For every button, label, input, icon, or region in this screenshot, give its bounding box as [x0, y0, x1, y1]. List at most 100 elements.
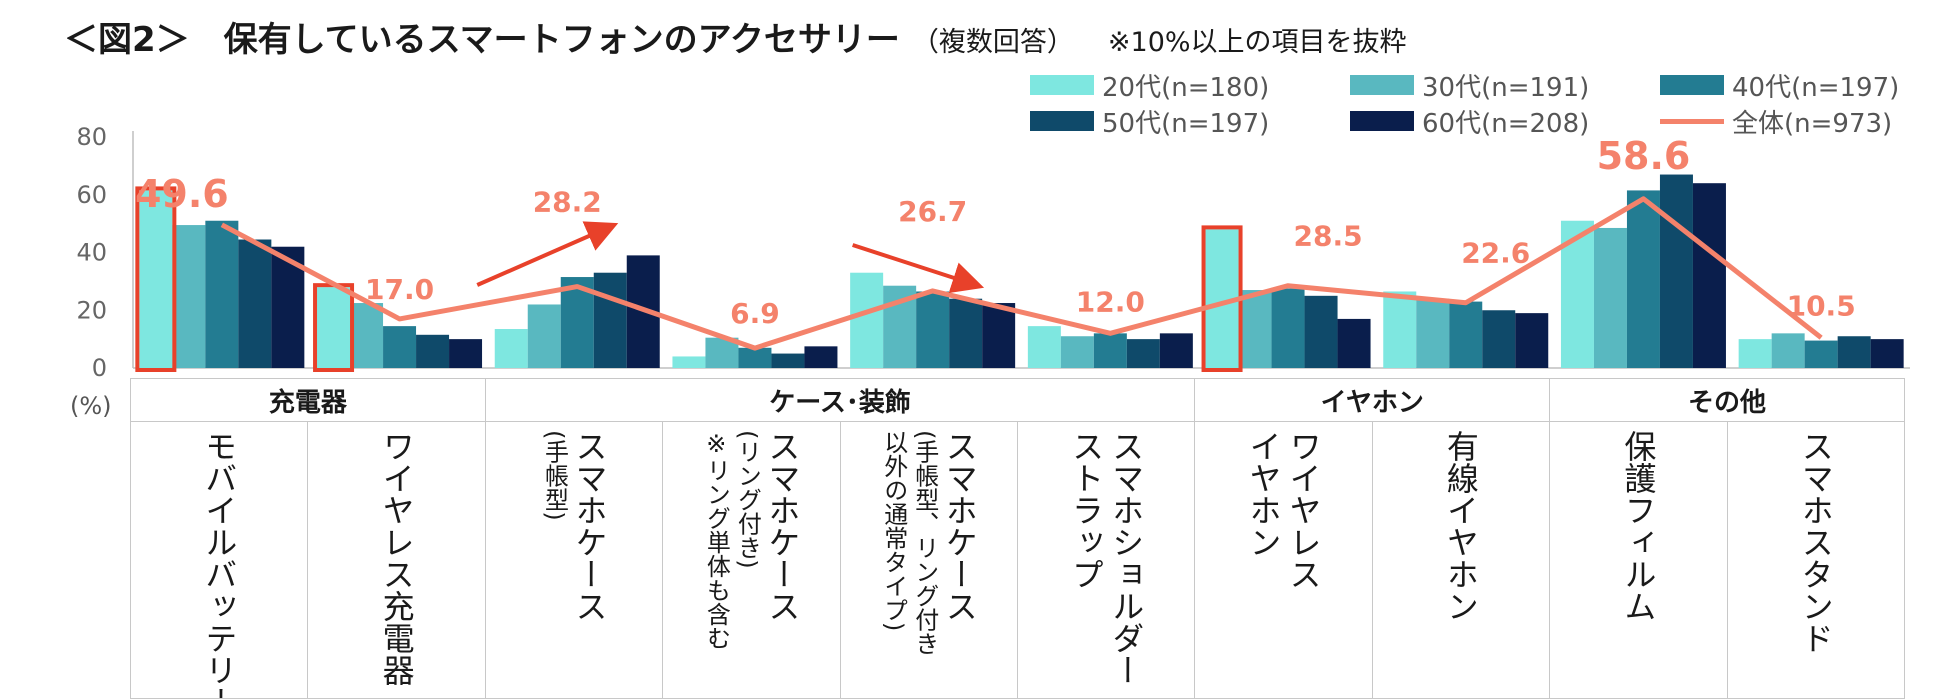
bar — [738, 347, 772, 368]
legend-label-60s: 60代(n=208) — [1422, 108, 1590, 139]
category-table: 充電器 ケース･装飾 イヤホン その他 モバイルバッテリー ワイヤレス充電器 ス… — [129, 378, 1906, 699]
bar — [1449, 301, 1483, 368]
category-sublabel: ※リング単体も含む — [702, 430, 731, 650]
category-sublabel: 以外の通常タイプ) — [879, 430, 908, 632]
y-tick-label: 60 — [76, 181, 107, 209]
bar — [1126, 339, 1160, 368]
y-tick-label: 40 — [76, 239, 107, 267]
legend-swatch-20s — [1030, 75, 1094, 95]
category-label-line2: ストラップ — [1067, 430, 1106, 590]
category-cell: スマホケース (リング付き) ※リング単体も含む — [662, 421, 841, 699]
category-sublabel: (手帳型) — [540, 430, 569, 521]
category-label: ワイヤレス充電器 — [377, 430, 416, 686]
legend-item-50s: 50代(n=197) — [1030, 104, 1270, 139]
group-header-charger: 充電器 — [130, 378, 486, 422]
category-cell: スマホショルダー・ ストラップ — [1016, 421, 1196, 699]
bar — [1304, 295, 1338, 368]
group-header-earphone: イヤホン — [1194, 378, 1551, 422]
highlight-box — [135, 186, 177, 372]
bar — [1837, 336, 1871, 368]
title-sub: （複数回答） — [911, 27, 1074, 58]
total-value-label: 26.7 — [898, 195, 967, 228]
bar — [449, 339, 483, 368]
bar — [172, 225, 206, 368]
bar — [494, 329, 528, 368]
legend-swatch-30s — [1350, 75, 1414, 95]
category-cell: ワイヤレス イヤホン — [1194, 421, 1373, 699]
bar — [1771, 333, 1805, 368]
bar — [1692, 183, 1726, 368]
category-label: スマホケース — [940, 430, 979, 622]
category-label: スマホケース — [570, 430, 609, 622]
total-value-label: 17.0 — [365, 273, 434, 306]
bar — [771, 353, 805, 368]
bar — [916, 291, 950, 368]
bar — [1238, 290, 1272, 368]
group-header-case: ケース･装飾 — [484, 378, 1196, 422]
y-tick-label: 20 — [76, 296, 107, 324]
group-header-other: その他 — [1549, 378, 1905, 422]
category-label: スマホショルダー・ — [1107, 430, 1146, 698]
bar — [1515, 313, 1549, 368]
category-label: ワイヤレス — [1284, 430, 1323, 590]
unit-label: (%) — [70, 392, 112, 420]
legend-swatch-60s — [1350, 111, 1414, 131]
bar — [205, 220, 239, 368]
bar — [804, 346, 838, 368]
chart-title: ＜図2＞ 保有しているスマートフォンのアクセサリー （複数回答） ※10%以上の項目… — [64, 12, 1407, 61]
bar — [527, 304, 561, 368]
category-label: モバイルバッテリー — [200, 430, 239, 698]
legend-label-total: 全体(n=973) — [1732, 108, 1893, 139]
title-note: ※10%以上の項目を抜粋 — [1107, 27, 1407, 58]
total-value-label: 22.6 — [1461, 237, 1530, 270]
category-label: スマホケース — [763, 430, 802, 622]
total-value-label: 58.6 — [1597, 134, 1691, 178]
bar — [949, 298, 983, 368]
total-value-label: 10.5 — [1787, 290, 1856, 323]
bar — [1060, 336, 1094, 368]
bar — [1027, 326, 1061, 368]
legend-item-20s: 20代(n=180) — [1030, 68, 1270, 103]
chart-plot: 0 20 40 60 80 49.6 17.0 28.2 6.9 26.7 12.0 28.5 22.6… — [76, 123, 1910, 380]
bar — [1804, 340, 1838, 368]
category-cell: スマホスタンド — [1726, 421, 1906, 699]
y-tick-label: 80 — [76, 123, 107, 151]
legend-label-20s: 20代(n=180) — [1102, 72, 1270, 103]
legend-label-50s: 50代(n=197) — [1102, 108, 1270, 139]
total-value-label: 6.9 — [730, 297, 780, 330]
y-tick-label: 0 — [92, 354, 107, 380]
legend-line-total — [1660, 118, 1724, 124]
legend-label-40s: 40代(n=197) — [1732, 72, 1900, 103]
bar — [1416, 298, 1450, 368]
bar — [850, 272, 884, 368]
category-sublabel: (手帳型、リング付き — [910, 430, 939, 656]
bar — [1593, 227, 1627, 368]
trend-arrow — [476, 221, 619, 287]
category-cell: モバイルバッテリー — [129, 421, 309, 699]
trend-arrow — [852, 243, 985, 294]
bar — [383, 326, 417, 368]
bar — [350, 303, 384, 368]
legend-swatch-40s — [1660, 75, 1724, 95]
bar — [1093, 333, 1127, 368]
legend-item-40s: 40代(n=197) — [1660, 68, 1900, 103]
bar — [672, 356, 706, 368]
bar — [982, 303, 1016, 368]
legend-swatch-50s — [1030, 111, 1094, 131]
bar — [317, 287, 351, 368]
total-line — [220, 196, 1823, 351]
legend: 20代(n=180) 30代(n=191) 40代(n=197) 50代(n=1… — [1030, 68, 1930, 140]
category-label: スマホスタンド — [1796, 430, 1835, 654]
category-label: 保護フィルム — [1619, 430, 1658, 622]
category-label-line2: イヤホン — [1244, 430, 1283, 558]
category-sublabel: (リング付き) — [733, 430, 762, 569]
title-main: ＜図2＞ 保有しているスマートフォンのアクセサリー — [64, 20, 900, 60]
total-value-label: 12.0 — [1076, 285, 1145, 318]
bar — [593, 272, 627, 368]
bar — [1659, 174, 1693, 368]
bar — [1337, 318, 1371, 368]
total-value-label: 28.5 — [1294, 220, 1363, 253]
bar — [1738, 339, 1772, 368]
bar — [1383, 291, 1417, 368]
legend-label-30s: 30代(n=191) — [1422, 72, 1590, 103]
